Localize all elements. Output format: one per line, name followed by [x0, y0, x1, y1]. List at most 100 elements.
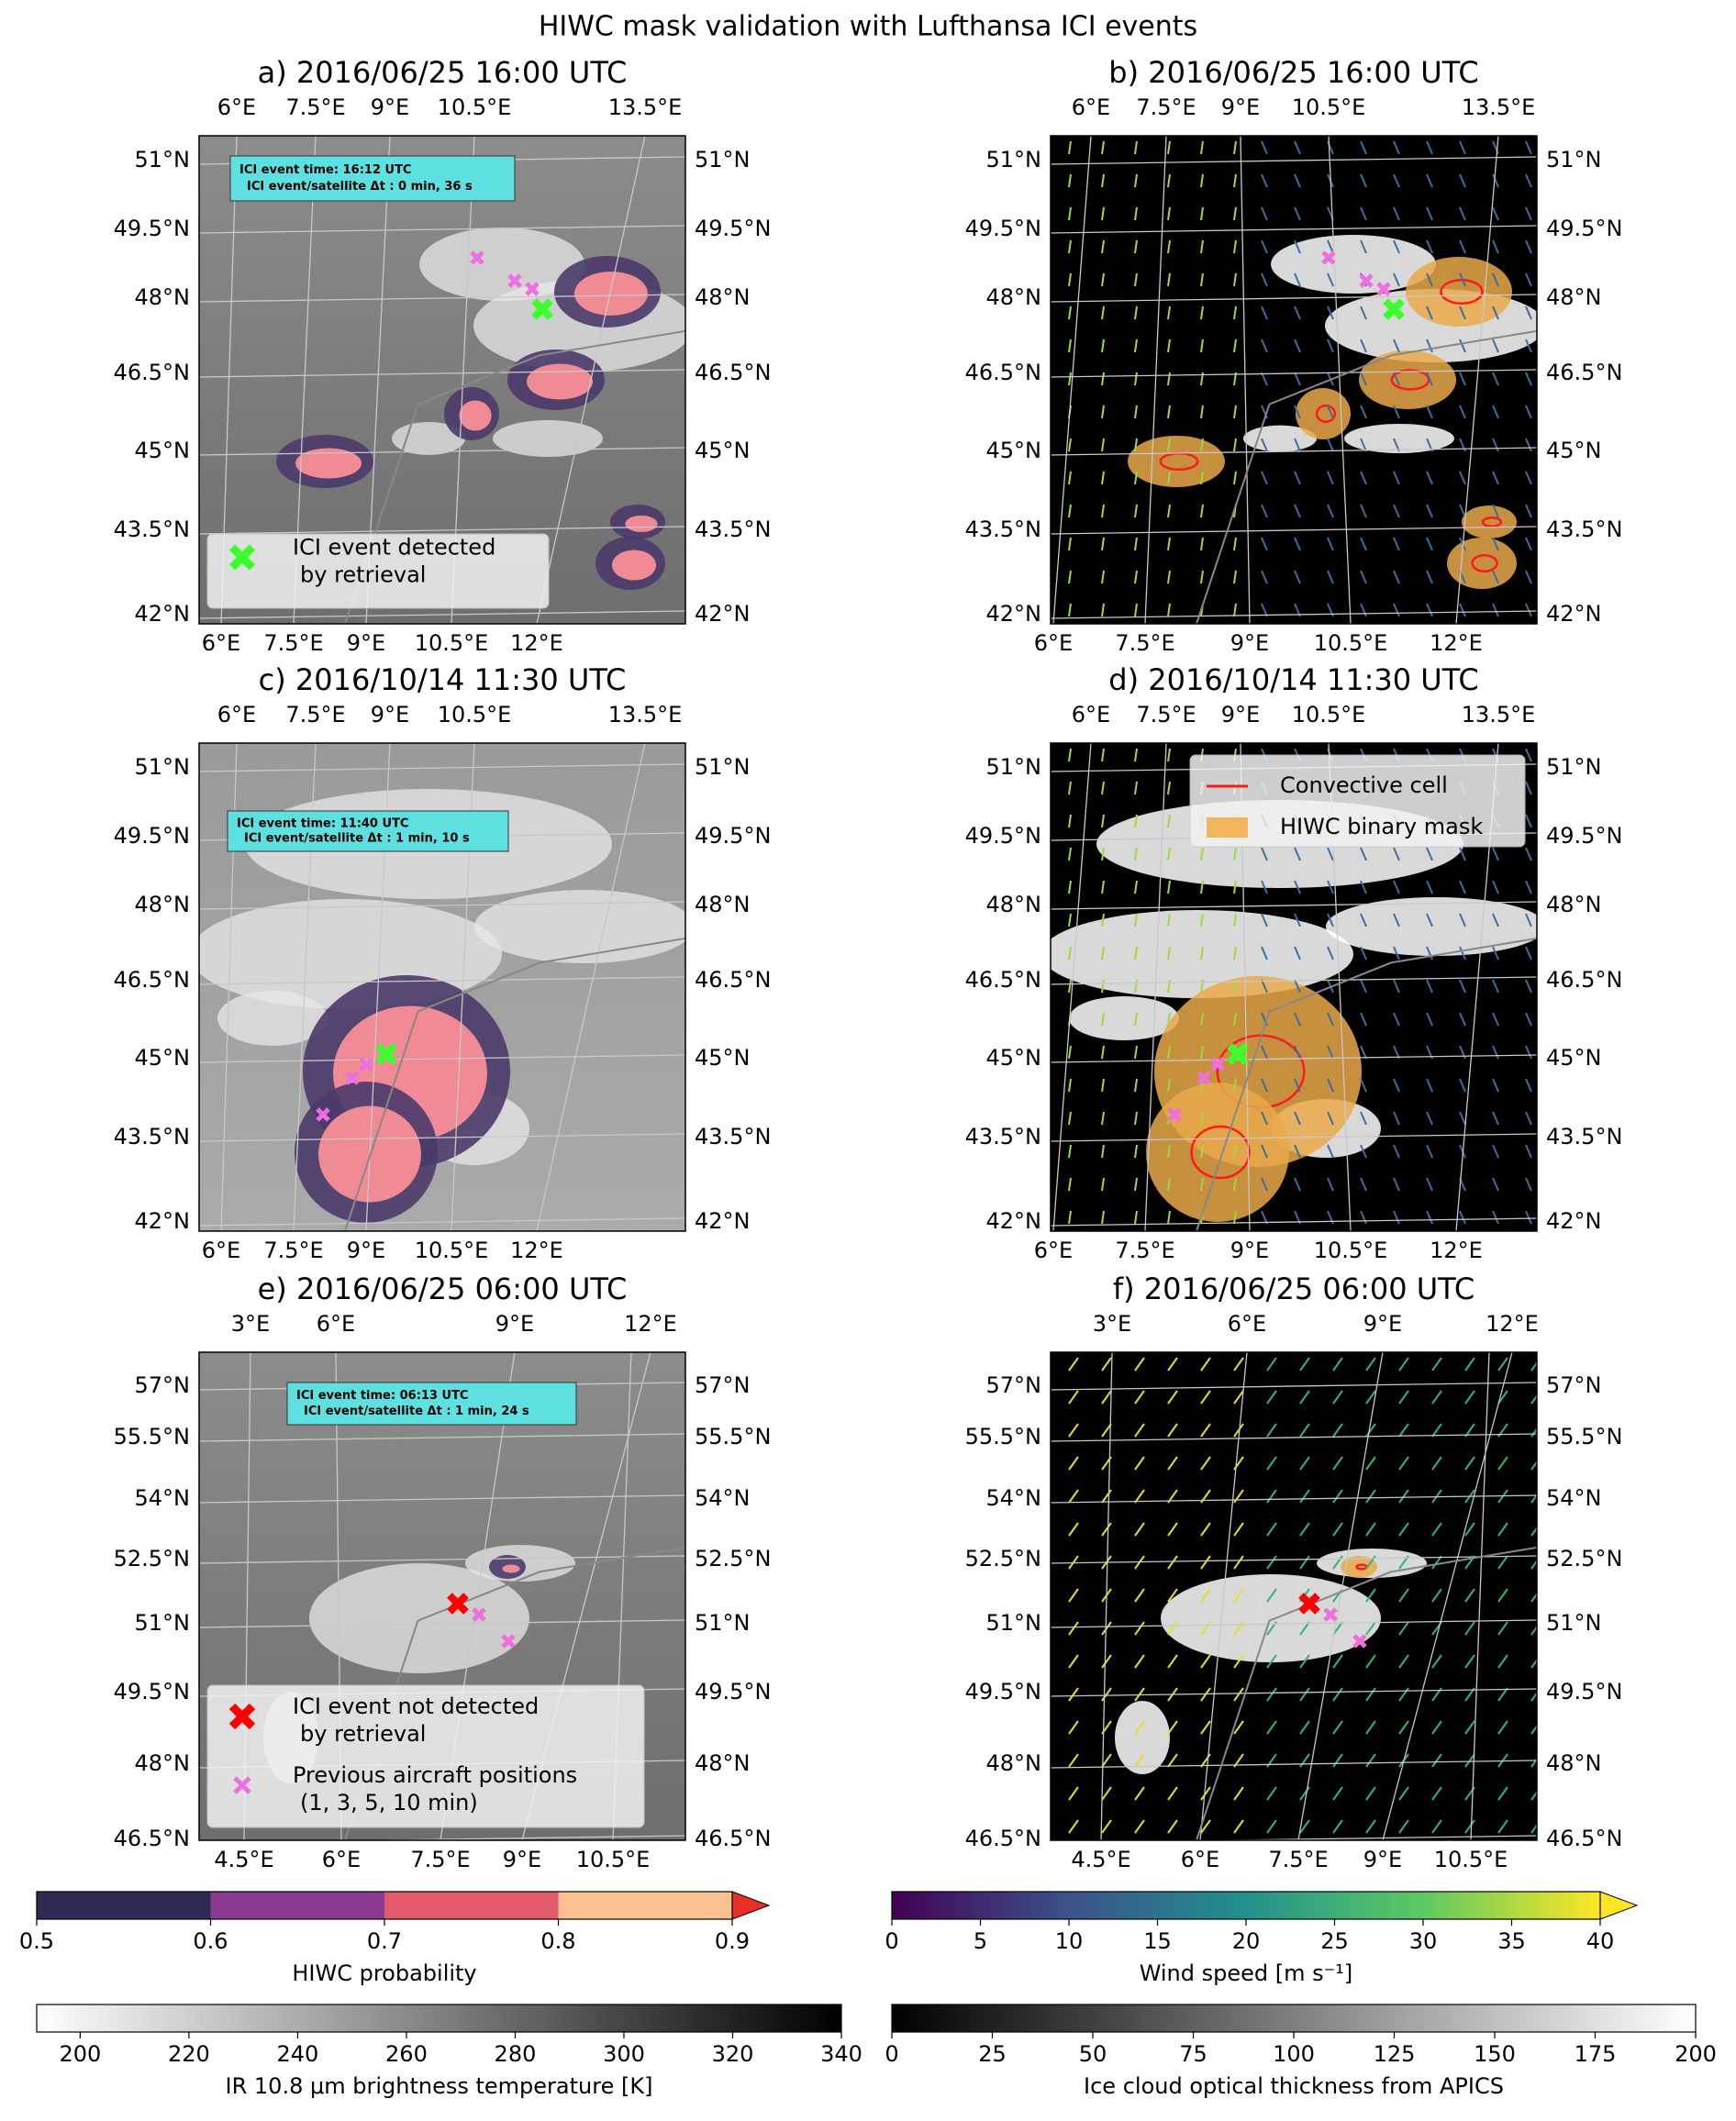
wind-arrow: [1200, 173, 1204, 188]
wind-arrow: [1294, 239, 1301, 254]
wind-arrow: [1327, 1111, 1334, 1126]
wind-arrow: [1393, 405, 1400, 419]
border: [344, 937, 685, 1231]
wind-arrow: [1294, 471, 1301, 485]
wind-arrow: [1294, 405, 1301, 419]
wind-arrow: [1398, 1720, 1409, 1735]
wind-arrow: [1266, 1786, 1277, 1801]
convective-cell: [1190, 1125, 1251, 1180]
wind-arrow: [1266, 1654, 1277, 1669]
wind-arrow: [1426, 1144, 1433, 1159]
wind-arrow: [1233, 239, 1237, 254]
wind-arrow: [1261, 1111, 1268, 1126]
lon-tick-label: 10.5°E: [1292, 94, 1366, 120]
lat-tick-label: 48°N: [1546, 892, 1602, 917]
lon-tick-label: 7.5°E: [1136, 702, 1196, 727]
lon-tick-label: 10.5°E: [438, 702, 512, 727]
wind-arrow: [1068, 1720, 1079, 1735]
annotation-text: ICI event/satellite Δt : 1 min, 10 s: [244, 831, 470, 845]
wind-arrow: [1360, 1177, 1367, 1192]
wind-arrow: [1299, 1819, 1310, 1834]
wind-arrow: [1426, 946, 1433, 961]
colorbar-extend: [1599, 1891, 1639, 1920]
lat-tick-label: 49.5°N: [965, 823, 1041, 849]
wind-arrow: [1233, 570, 1237, 584]
colorbar: [892, 2004, 1696, 2032]
wind-arrow: [1167, 979, 1171, 994]
wind-arrow: [1167, 1078, 1171, 1093]
lat-tick-label: 46.5°N: [695, 967, 771, 993]
wind-arrow: [1068, 1588, 1079, 1603]
wind-arrow: [1525, 979, 1532, 994]
colorbar-tick-label: 40: [1586, 1928, 1615, 1954]
lon-tick-label: 6°E: [1072, 94, 1110, 120]
wind-arrow: [1134, 1753, 1145, 1768]
wind-arrow: [1525, 272, 1532, 287]
wind-arrow: [1327, 405, 1334, 419]
wind-arrow: [1200, 471, 1204, 485]
wind-arrow: [1299, 1357, 1310, 1371]
wind-arrow: [1101, 1489, 1112, 1504]
wind-arrow: [1101, 272, 1105, 287]
wind-arrow: [1426, 173, 1433, 188]
wind-arrow: [1101, 1210, 1105, 1225]
wind-arrow: [1200, 1012, 1204, 1027]
lon-tick-label: 9°E: [371, 702, 409, 727]
wind-arrow: [1459, 979, 1466, 994]
wind-arrow: [1525, 1012, 1532, 1027]
wind-arrow: [1294, 173, 1301, 188]
lon-tick-label: 12°E: [510, 630, 563, 656]
wind-arrow: [1167, 603, 1171, 617]
lon-tick-label: 6°E: [202, 630, 240, 656]
colorbar-tick-label: 220: [168, 2041, 210, 2067]
wind-arrow: [1464, 1819, 1475, 1834]
wind-arrow: [1068, 1144, 1072, 1159]
wind-arrow: [1332, 1357, 1343, 1371]
wind-arrow: [1134, 1456, 1145, 1471]
wind-arrow: [1233, 438, 1237, 452]
wind-arrow: [1431, 1390, 1442, 1405]
wind-arrow: [1464, 1753, 1475, 1768]
cloud: [1051, 910, 1353, 998]
wind-arrow: [1497, 1687, 1508, 1702]
annotation-box: [229, 155, 516, 202]
wind-arrow: [1294, 1045, 1301, 1060]
wind-arrow: [1101, 372, 1105, 386]
cloud: [493, 420, 603, 457]
wind-arrow: [1134, 305, 1138, 320]
wind-arrow: [1294, 140, 1301, 155]
lon-tick-label: 12°E: [624, 1311, 677, 1337]
wind-arrow: [1327, 1045, 1334, 1060]
wind-arrow: [1134, 603, 1138, 617]
wind-arrow: [1426, 1210, 1433, 1225]
lon-tick-label: 6°E: [317, 1311, 355, 1337]
lon-tick-label: 3°E: [1093, 1311, 1131, 1337]
wind-arrow: [1393, 979, 1400, 994]
wind-arrow: [1327, 1078, 1334, 1093]
wind-arrow: [1492, 1177, 1499, 1192]
wind-arrow: [1530, 1360, 1537, 1371]
wind-arrow: [1360, 305, 1367, 320]
wind-arrow: [1492, 438, 1499, 452]
wind-arrow: [1525, 537, 1532, 551]
graticule: [1240, 136, 1251, 624]
wind-arrow: [1398, 1621, 1409, 1636]
colorbar-tick-label: 0.6: [193, 1928, 228, 1954]
lat-tick-label: 55.5°N: [965, 1424, 1041, 1449]
wind-arrow: [1266, 1357, 1277, 1371]
colorbar-label: Wind speed [m s⁻¹]: [1140, 1960, 1353, 1986]
wind-arrow: [1525, 372, 1532, 386]
panel-title: a) 2016/06/25 16:00 UTC: [258, 55, 628, 90]
wind-arrow: [1530, 1592, 1537, 1603]
graticule: [199, 763, 685, 772]
lon-tick-label: 10.5°E: [576, 1847, 651, 1872]
wind-arrow: [1134, 504, 1138, 518]
lon-tick-label: 7.5°E: [410, 1847, 470, 1872]
wind-arrow: [1101, 781, 1105, 795]
wind-arrow: [1261, 1144, 1268, 1159]
wind-arrow: [1134, 880, 1138, 894]
lat-tick-label: 46.5°N: [965, 1826, 1041, 1851]
lat-tick-label: 45°N: [135, 1045, 191, 1071]
annotation-box: [227, 810, 509, 852]
wind-arrow: [1497, 1621, 1508, 1636]
